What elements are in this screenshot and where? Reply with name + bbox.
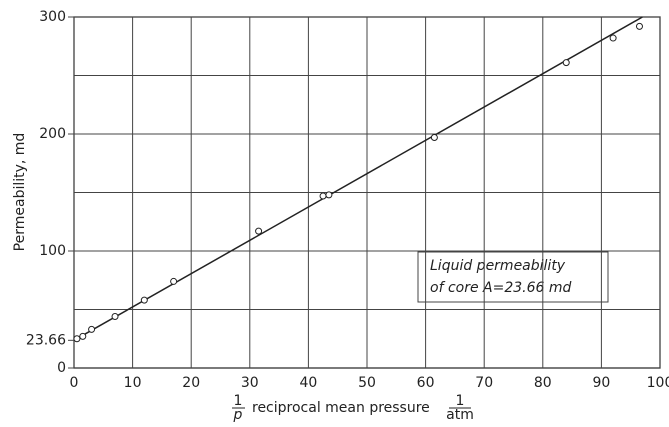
x-tick-label: 0 [70,375,79,391]
annotation-box [417,251,609,303]
fit-line [73,16,643,341]
data-point [325,191,333,199]
unit-denominator: atm [446,407,474,423]
data-point [430,134,438,142]
data-point [609,34,617,42]
fraction-denominator: p [233,407,243,423]
x-tick-label: 60 [417,375,435,391]
unit-numerator: 1 [456,393,465,409]
y-tick-label: 200 [39,126,66,142]
data-point [88,325,96,333]
x-tick-label: 90 [592,375,610,391]
y-tick-label: 300 [39,9,66,25]
annotation: Liquid permeability [430,258,566,274]
x-tick-label: 100 [647,375,669,391]
y-axis-label: Permeability, md [12,133,28,252]
x-tick-label: 80 [534,375,552,391]
fraction-numerator: 1 [234,393,243,409]
y-tick-label: 23.66 [26,332,66,348]
data-point [140,296,148,304]
x-axis-text: reciprocal mean pressure [252,400,430,416]
y-tick-label: 0 [57,360,66,376]
x-tick-label: 70 [475,375,493,391]
x-tick-label: 50 [358,375,376,391]
x-tick-label: 10 [124,375,142,391]
data-point [79,332,87,340]
data-point [170,277,178,285]
x-tick-label: 40 [299,375,317,391]
data-point [111,313,119,321]
y-tick-label: 100 [39,243,66,259]
data-point [255,227,263,235]
x-tick-label: 20 [182,375,200,391]
data-point [635,22,643,30]
x-axis-label: 1 p reciprocal mean pressure 1 atm [232,393,474,423]
data-point [73,335,81,343]
annotation: of core A=23.66 md [430,280,572,296]
data-point [562,59,570,67]
data-point [319,192,327,200]
x-tick-label: 30 [241,375,259,391]
